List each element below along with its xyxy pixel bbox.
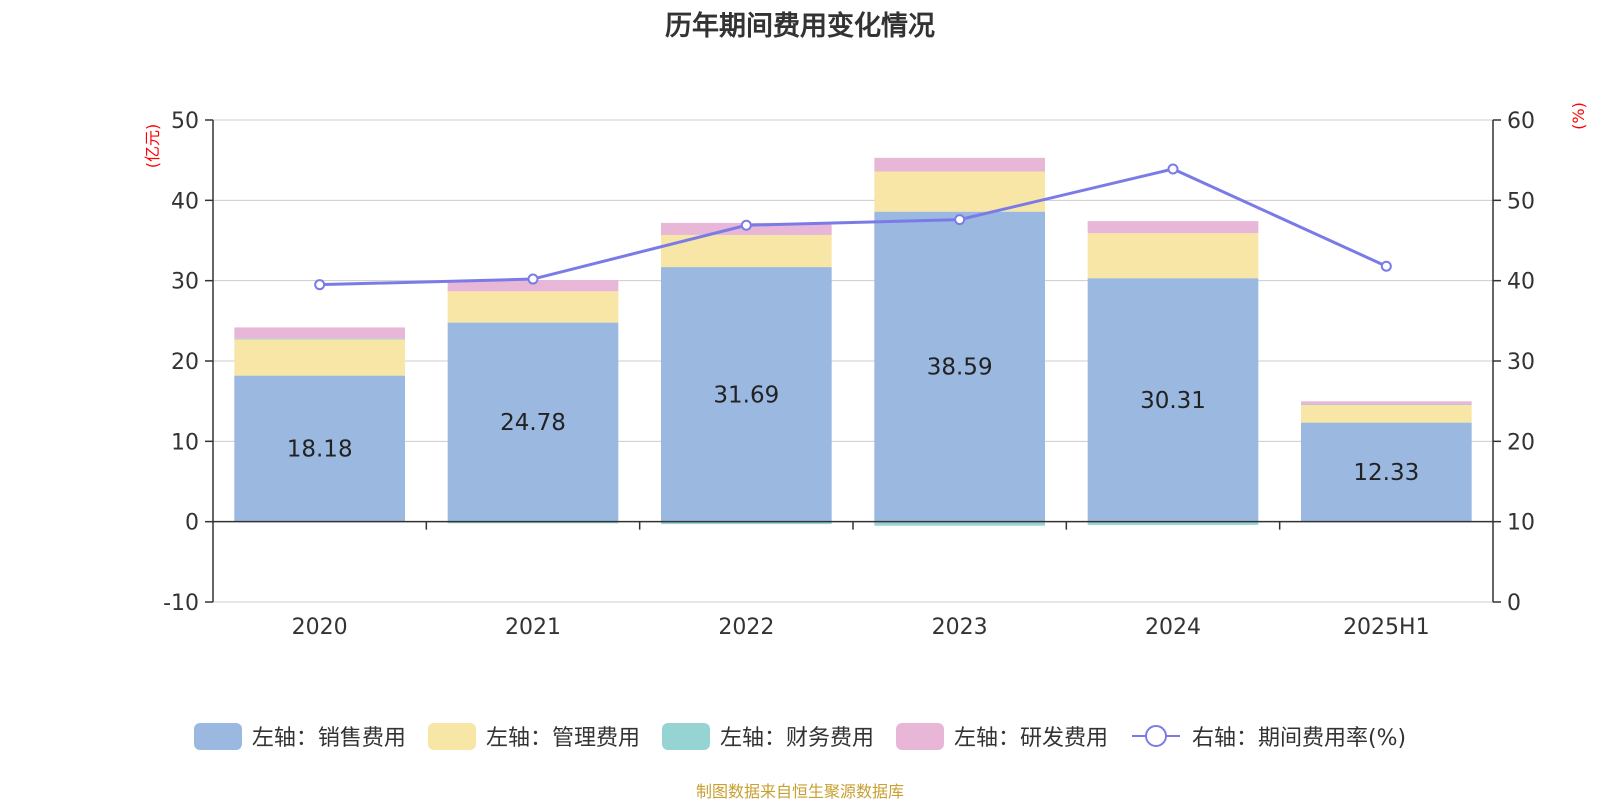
legend-swatch — [427, 722, 476, 750]
bar-segment — [447, 291, 619, 323]
rate-point — [527, 273, 539, 285]
legend-item[interactable]: 左轴：研发费用 — [895, 720, 1108, 752]
data-labels: 18.18 24.78 31.69 38.59 30.31 12.33 — [287, 355, 1420, 486]
y-left-tick-label: 20 — [171, 350, 199, 375]
x-tick-label: 2023 — [932, 615, 988, 640]
legend-label: 左轴：管理费用 — [485, 726, 640, 751]
y-right-tick-label: 30 — [1507, 350, 1535, 375]
bar-segment — [234, 338, 405, 340]
rate-line-series — [314, 163, 1392, 291]
bar-segment — [874, 521, 1045, 526]
y-right-tick-label: 10 — [1507, 511, 1535, 536]
x-tick-label: 2021 — [505, 615, 561, 640]
legend-line-marker — [1131, 725, 1180, 747]
rate-point — [1167, 163, 1179, 175]
y-left-tick-label: 40 — [171, 189, 199, 214]
legend-label: 左轴：财务费用 — [719, 726, 874, 751]
y-right-tick-label: 40 — [1507, 270, 1535, 295]
y-right-unit-label: (%) — [1569, 102, 1588, 130]
legend-item[interactable]: 右轴：期间费用率(%) — [1130, 720, 1406, 752]
x-tick-label: 2025H1 — [1343, 615, 1430, 640]
legend-label: 右轴：期间费用率(%) — [1191, 726, 1407, 751]
y-left-tick-label: 30 — [171, 270, 199, 295]
x-tick-label: 2024 — [1145, 615, 1201, 640]
y-right-tick-label: 0 — [1507, 591, 1521, 616]
bar-segment — [661, 267, 832, 522]
bar-segment — [1087, 233, 1259, 279]
legend-swatch — [193, 722, 242, 750]
axes: -10 0 10 20 30 40 50 0 10 20 30 40 50 60 2020 2021 2022 2… — [143, 102, 1588, 640]
rate-point — [954, 214, 966, 226]
bar-segment — [874, 211, 1045, 522]
bar-series — [234, 157, 1472, 526]
legend-swatch — [895, 722, 944, 750]
legend-item[interactable]: 左轴：销售费用 — [193, 720, 406, 752]
rate-point — [740, 219, 752, 231]
bar-segment — [1301, 404, 1472, 423]
legend: 左轴：销售费用 左轴：管理费用 左轴：财务费用 左轴：研发费用 右轴：期间费用率(%) — [0, 718, 1600, 754]
y-left-tick-label: 0 — [185, 511, 199, 536]
y-right-tick-label: 20 — [1507, 430, 1535, 455]
data-label: 12.33 — [1353, 460, 1419, 486]
bar-segment — [1087, 521, 1259, 525]
bar-segment — [1301, 401, 1472, 405]
bar-segment — [1301, 422, 1472, 522]
y-right-tick-label: 60 — [1507, 109, 1535, 134]
data-label: 38.59 — [927, 355, 993, 381]
data-label: 24.78 — [500, 410, 566, 436]
y-left-unit-label: (亿元) — [143, 124, 162, 169]
rate-point — [314, 279, 326, 291]
bar-segment — [874, 157, 1045, 172]
bar-segment — [1301, 404, 1472, 406]
bar-segment — [234, 339, 405, 376]
data-label: 30.31 — [1140, 388, 1206, 414]
bar-segment — [447, 322, 619, 522]
legend-label: 左轴：研发费用 — [953, 726, 1108, 751]
legend-swatch — [661, 722, 710, 750]
data-label: 18.18 — [287, 437, 353, 463]
legend-item[interactable]: 左轴：财务费用 — [661, 720, 874, 752]
legend-item[interactable]: 左轴：管理费用 — [427, 720, 640, 752]
bar-segment — [234, 375, 405, 522]
bar-segment — [1087, 278, 1259, 522]
y-left-tick-label: 50 — [171, 109, 199, 134]
data-label: 31.69 — [713, 382, 779, 408]
bar-segment — [234, 327, 405, 339]
x-tick-label: 2022 — [718, 615, 774, 640]
bar-segment — [447, 280, 619, 292]
legend-label: 左轴：销售费用 — [251, 726, 406, 751]
y-right-tick-label: 50 — [1507, 189, 1535, 214]
chart-plot: -10 0 10 20 30 40 50 0 10 20 30 40 50 60 2020 2021 2022 2… — [143, 102, 1588, 640]
bar-segment — [1087, 221, 1259, 234]
y-left-tick-label: 10 — [171, 430, 199, 455]
rate-point — [1380, 260, 1392, 272]
rate-line — [319, 167, 1387, 287]
x-tick-label: 2020 — [292, 615, 348, 640]
source-note: 制图数据来自恒生聚源数据库 — [695, 782, 904, 801]
bar-segment — [661, 521, 832, 525]
y-left-tick-label: -10 — [163, 591, 199, 616]
bar-segment — [447, 521, 619, 524]
chart-title: 历年期间费用变化情况 — [665, 11, 935, 42]
